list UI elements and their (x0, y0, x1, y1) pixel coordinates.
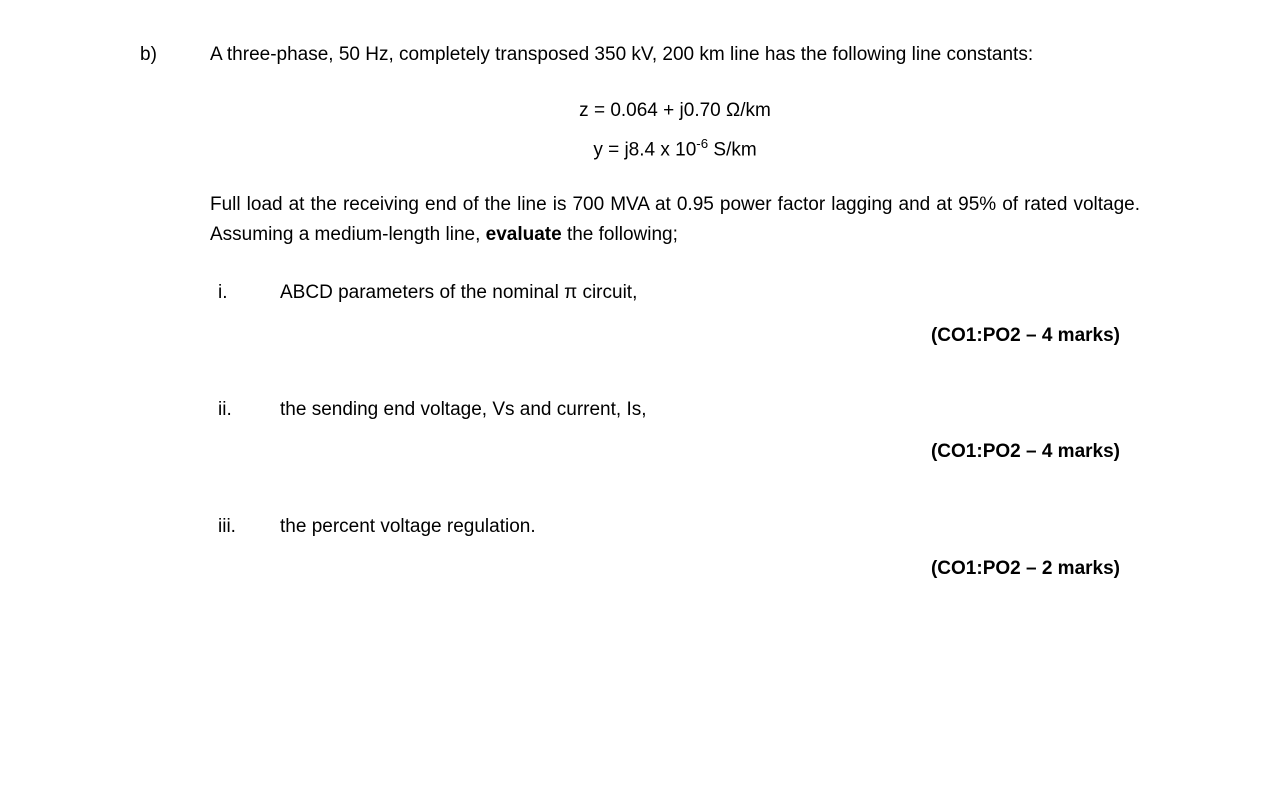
load-paragraph: Full load at the receiving end of the li… (210, 190, 1140, 251)
equation-y-pre: y = j8.4 x 10 (593, 139, 696, 160)
marks-ii: (CO1:PO2 – 4 marks) (210, 437, 1140, 467)
equation-y-exp: -6 (696, 136, 708, 151)
sub-label-ii: ii. (210, 395, 280, 425)
sub-item-iii: iii. the percent voltage regulation. (210, 512, 1140, 542)
question-row: b) A three-phase, 50 Hz, completely tran… (140, 40, 1140, 585)
sub-text-i: ABCD parameters of the nominal π circuit… (280, 278, 1140, 308)
sub-item-ii: ii. the sending end voltage, Vs and curr… (210, 395, 1140, 425)
page-container: b) A three-phase, 50 Hz, completely tran… (0, 40, 1280, 585)
equation-z: z = 0.064 + j0.70 Ω/km (210, 96, 1140, 126)
marks-i: (CO1:PO2 – 4 marks) (210, 321, 1140, 351)
sub-text-iii: the percent voltage regulation. (280, 512, 1140, 542)
sub-label-iii: iii. (210, 512, 280, 542)
sub-text-ii: the sending end voltage, Vs and current,… (280, 395, 1140, 425)
equation-block: z = 0.064 + j0.70 Ω/km y = j8.4 x 10-6 S… (210, 96, 1140, 165)
equation-y-post: S/km (708, 139, 757, 160)
sub-item-i: i. ABCD parameters of the nominal π circ… (210, 278, 1140, 308)
equation-y: y = j8.4 x 10-6 S/km (210, 133, 1140, 166)
intro-text: A three-phase, 50 Hz, completely transpo… (210, 40, 1140, 70)
sub-label-i: i. (210, 278, 280, 308)
marks-iii: (CO1:PO2 – 2 marks) (210, 554, 1140, 584)
paragraph-bold: evaluate (486, 224, 562, 245)
paragraph-post: the following; (562, 224, 678, 245)
question-label: b) (140, 40, 210, 70)
question-body: A three-phase, 50 Hz, completely transpo… (210, 40, 1140, 585)
